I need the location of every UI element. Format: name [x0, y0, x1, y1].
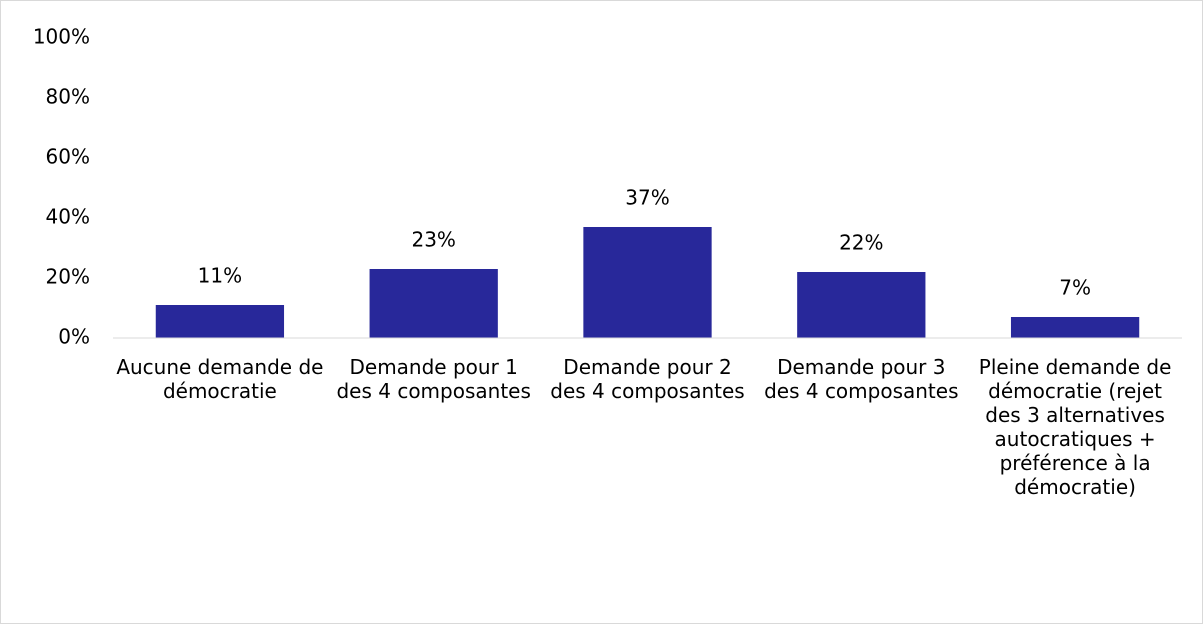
bar — [797, 272, 926, 338]
bar — [155, 305, 285, 338]
bar — [583, 227, 712, 338]
x-tick-label: Pleine demande de démocratie (rejet des … — [978, 355, 1172, 499]
data-label: 22% — [839, 231, 883, 255]
y-tick-label: 20% — [46, 265, 90, 289]
x-tick-label: Demande pour 3 des 4 composantes — [764, 355, 959, 403]
data-label: 7% — [1059, 276, 1091, 300]
x-tick-label: Aucune demande de démocratie — [116, 355, 324, 403]
data-label: 37% — [625, 186, 669, 210]
y-tick-label: 60% — [46, 145, 90, 169]
y-tick-label: 80% — [46, 85, 90, 109]
bar — [1010, 317, 1140, 338]
x-tick-label: Demande pour 1 des 4 composantes — [336, 355, 531, 403]
x-tick-label: Demande pour 2 des 4 composantes — [550, 355, 745, 403]
y-tick-label: 40% — [46, 205, 90, 229]
data-label: 23% — [411, 228, 455, 252]
data-label: 11% — [198, 264, 242, 288]
y-tick-label: 100% — [33, 25, 90, 49]
y-tick-label: 0% — [58, 325, 90, 349]
bar — [369, 269, 498, 338]
